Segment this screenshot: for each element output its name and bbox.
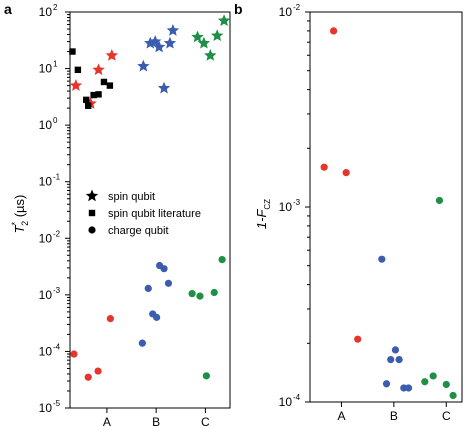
data-point-circle-a [329,27,338,35]
legend-marker-star [85,189,99,202]
data-point-star-c [191,30,204,43]
data-point-star-c [217,14,231,27]
y-tick-label: 10 [39,118,53,132]
panel-a-plot-frame [69,11,231,409]
y-tick-label: 10 [39,288,53,302]
y-tick-label: 10 [39,5,53,19]
x-tick-label-A: A [337,409,345,423]
data-point-circle-b [160,265,168,273]
y-tick-exponent: -2 [293,3,301,12]
data-point-circle-a [84,373,92,381]
y-tick-label: 10 [279,200,293,214]
legend-label: spin qubit literature [108,208,201,220]
data-point-star-b [137,59,150,72]
data-point-circle-b [387,355,395,364]
data-point-circle-c [210,288,218,297]
data-point-circle-b [153,313,161,321]
y-tick-exponent: -3 [53,286,61,295]
data-point-star-a [92,63,105,76]
data-point-circle-b [382,380,391,388]
y-tick-label: 10 [39,62,53,76]
data-point-circle-c [435,196,444,205]
panel-b-letter: b [234,1,243,17]
y-tick-label: 10 [279,395,293,409]
data-point-circle-c [218,255,226,264]
data-point-circle-c [202,372,210,380]
y-tick-exponent: -1 [53,173,61,182]
data-point-star-b [152,40,166,53]
panel-b-y-axis-label: 1-FCZ [254,199,272,229]
y-tick-exponent: -2 [53,229,61,238]
y-tick-exponent: -4 [293,393,301,402]
legend-marker-circle [88,226,96,234]
data-point-circle-c [421,378,429,386]
y-tick-exponent: -4 [53,342,61,351]
data-point-star-c [211,29,224,42]
y-tick-label: 10 [279,5,293,19]
y-tick-label: 10 [39,344,53,358]
y-tick-label: 10 [39,401,53,415]
data-point-square-literature [85,102,92,109]
legend-marker-square [88,209,96,217]
data-point-circle-b [138,339,146,347]
data-point-star-c [204,49,217,61]
data-point-square-literature [69,48,76,55]
x-tick-label-A: A [103,415,111,426]
data-point-square-literature [106,82,114,89]
panel-b-plot-frame [309,11,463,403]
x-tick-label-B: B [390,409,398,423]
data-point-circle-a [320,163,328,171]
data-point-square-literature [90,91,97,99]
panel-a-y-axis-label: T*2 (µs) [10,195,30,234]
x-tick-label-B: B [152,415,160,426]
data-point-star-a [105,49,119,61]
legend: spin qubit spin qubit literature charge qu… [85,189,201,237]
data-point-circle-a [106,315,114,323]
data-point-circle-c [188,290,196,298]
x-tick-label-C: C [201,415,210,426]
data-point-star-a [69,79,83,91]
data-point-circle-c [429,372,437,380]
data-point-circle-a [354,335,362,343]
y-tick-exponent: 1 [53,60,58,69]
y-tick-exponent: 0 [53,116,58,125]
legend-label: charge qubit [108,225,169,237]
legend-label: spin qubit [108,191,155,203]
data-point-circle-b [164,279,173,287]
y-tick-exponent: -5 [53,399,61,408]
y-tick-label: 10 [39,175,53,189]
data-point-circle-b [144,284,152,293]
data-point-circle-a [94,367,102,375]
data-point-square-literature [83,96,90,104]
y-tick-exponent: -3 [293,198,301,207]
y-tick-label: 10 [39,231,53,245]
data-point-circle-a [342,169,350,177]
data-point-star-b [163,36,177,49]
data-point-star-b [166,24,180,36]
data-point-square-literature [74,66,82,74]
y-tick-exponent: 2 [53,3,58,12]
data-point-circle-b [391,346,400,354]
panel-a-letter: a [4,1,12,17]
data-point-circle-c [442,380,450,389]
data-point-circle-b [378,255,386,263]
x-tick-label-C: C [442,409,451,423]
data-point-circle-b [404,384,413,392]
data-point-star-b [157,81,171,94]
data-point-circle-a [70,350,78,358]
data-point-circle-c [196,292,204,300]
data-point-circle-c [449,391,457,400]
data-point-circle-b [395,355,403,364]
data-point-square-literature [100,78,108,86]
data-point-square-literature [95,91,102,98]
data-point-star-c [197,36,211,49]
